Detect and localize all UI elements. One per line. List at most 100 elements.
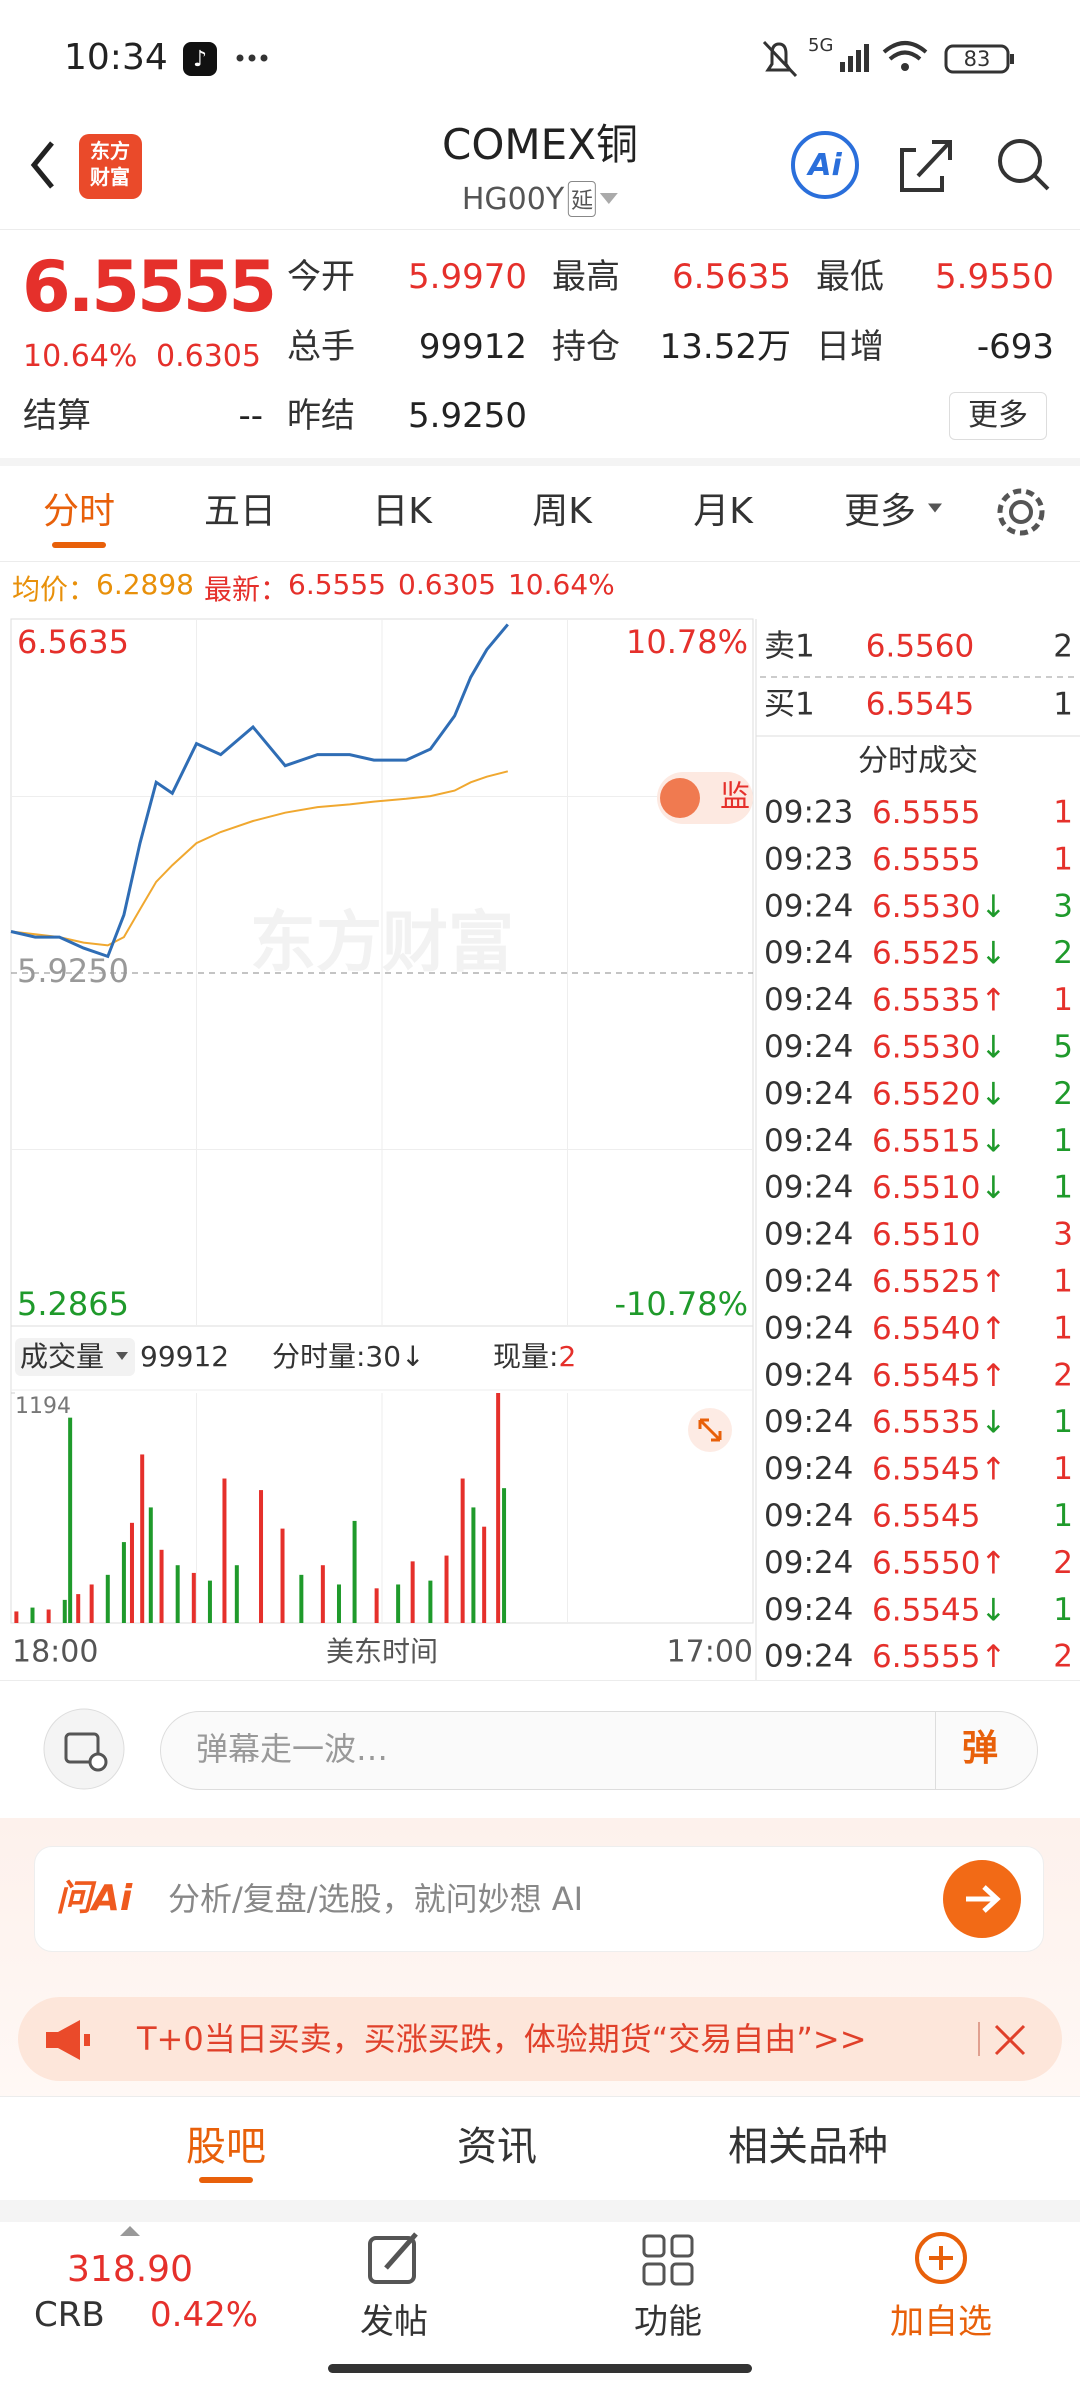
trade-time: 09:24 — [764, 1639, 853, 1675]
avg: 6.2898 — [96, 568, 194, 601]
volume-total: 99912 — [140, 1340, 229, 1373]
trade-price-value: 6.5555 — [872, 795, 980, 831]
trade-time: 09:24 — [764, 1076, 853, 1112]
book-price: 6.5545 — [866, 687, 974, 723]
tab-underline — [52, 542, 106, 548]
volume-bar — [148, 1507, 153, 1623]
tab[interactable]: 周K — [532, 491, 592, 532]
index-name: CRB — [34, 2295, 105, 2335]
volume-bar — [46, 1609, 51, 1623]
settings-button[interactable] — [990, 482, 1052, 544]
y-tick-label: 5.2865 — [17, 1285, 129, 1323]
trade-price: 6.5540↑ — [872, 1310, 1006, 1346]
trade-price: 6.5555 — [872, 841, 980, 877]
nav-item[interactable]: 发帖 — [360, 2302, 428, 2342]
danmaku-button[interactable]: 弹 — [961, 1728, 999, 1769]
volume-bar — [280, 1528, 285, 1623]
trade-arrow: ↓ — [980, 1076, 1006, 1112]
tab[interactable]: 更多 — [843, 491, 917, 532]
trade-arrow: ↑ — [980, 1310, 1006, 1346]
book-side: 卖1 — [764, 629, 815, 665]
volume-bar — [444, 1555, 449, 1623]
trade-time: 09:24 — [764, 1404, 853, 1440]
field-value: 5.9550 — [935, 257, 1054, 297]
volume-bar — [62, 1599, 67, 1623]
tab[interactable]: 分时 — [42, 491, 116, 532]
book-volume: 2 — [1053, 629, 1073, 665]
trade-arrow: ↓ — [980, 1592, 1006, 1628]
y-tick-label: 6.5635 — [17, 623, 129, 661]
trade-price: 6.5515↓ — [872, 1123, 1006, 1159]
ai-send[interactable] — [942, 1859, 1022, 1939]
trade-price-value: 6.5545 — [872, 1592, 980, 1628]
trade-arrow: ↑ — [980, 1357, 1006, 1393]
change-pct: 10.64% — [23, 339, 138, 374]
trade-price: 6.5545↓ — [872, 1592, 1006, 1628]
volume-bar — [428, 1580, 433, 1623]
more-button[interactable]: 更多 — [949, 392, 1047, 440]
trade-volume: 1 — [1053, 841, 1073, 877]
section-tab[interactable]: 股吧 — [186, 2124, 266, 2170]
nav-item[interactable]: 功能 — [634, 2302, 702, 2342]
back-button[interactable] — [30, 141, 54, 189]
trade-price: 6.5510↓ — [872, 1170, 1006, 1206]
trade-time: 09:24 — [764, 1264, 853, 1300]
banner[interactable] — [18, 1997, 1062, 2081]
comment-input[interactable] — [160, 1711, 1038, 1790]
ai-brand: 问Ai — [56, 1878, 133, 1919]
volume-bar — [374, 1588, 379, 1623]
tab[interactable]: 日K — [372, 491, 432, 532]
trade-time: 09:24 — [764, 1123, 853, 1159]
summary: 均价： 6.2898 最新： 6.5555 0.6305 10.64% — [12, 568, 615, 608]
ai-button[interactable] — [791, 131, 859, 199]
trade-volume: 1 — [1053, 1451, 1073, 1487]
section-tab[interactable]: 资讯 — [457, 2124, 537, 2170]
danmaku-settings[interactable] — [40, 1706, 130, 1796]
volume-selector[interactable] — [15, 1338, 135, 1376]
volume-bar — [76, 1594, 81, 1623]
field-label: 最低 — [816, 257, 884, 297]
dropdown[interactable] — [600, 193, 619, 205]
trade-price-value: 6.5515 — [872, 1123, 980, 1159]
comment-placeholder: 弹幕走一波… — [196, 1730, 389, 1768]
trade-arrow: ↓ — [980, 1123, 1006, 1159]
field-value: 5.9970 — [408, 257, 527, 297]
trades-title: 分时成交 — [858, 744, 978, 779]
trade-price-value: 6.5535 — [872, 1404, 980, 1440]
trade-price-value: 6.5550 — [872, 1545, 980, 1581]
trade-volume: 1 — [1053, 982, 1073, 1018]
ai-label: Ai — [808, 148, 842, 183]
tab[interactable]: 月K — [693, 491, 753, 532]
trade-price-value: 6.5525 — [872, 935, 980, 971]
trade-price: 6.5535↑ — [872, 982, 1006, 1018]
nav-item[interactable]: 加自选 — [890, 2302, 992, 2342]
volume-bar — [105, 1574, 110, 1623]
section-tab[interactable]: 相关品种 — [728, 2124, 888, 2170]
tab[interactable]: 五日 — [203, 491, 277, 532]
trade-volume: 1 — [1053, 1123, 1073, 1159]
volume-period: 分时量:30↓ — [272, 1340, 425, 1373]
trade-arrow: ↓ — [980, 1404, 1006, 1440]
trade-volume: 5 — [1053, 1029, 1073, 1065]
trade-time: 09:24 — [764, 1217, 853, 1253]
volume-bar — [460, 1478, 465, 1623]
trade-price: 6.5530↓ — [872, 1029, 1006, 1065]
title: COMEX铜 — [442, 120, 638, 169]
trade-price: 6.5510 — [872, 1217, 980, 1253]
trade-volume: 2 — [1053, 1357, 1073, 1393]
ai-box[interactable] — [34, 1846, 1044, 1952]
trade-price-value: 6.5545 — [872, 1498, 980, 1534]
volume-bar — [30, 1607, 35, 1623]
trade-time: 09:24 — [764, 935, 853, 971]
y2-tick-label: 10.78% — [626, 623, 748, 661]
volume-bar — [222, 1478, 227, 1623]
trade-price-value: 6.5520 — [872, 1076, 980, 1112]
search-button[interactable] — [998, 139, 1050, 191]
trade-price-value: 6.5555 — [872, 1639, 980, 1675]
header-icons — [30, 131, 1050, 199]
volume-bar — [68, 1417, 73, 1623]
banner-close[interactable] — [994, 2024, 1026, 2056]
trade-arrow: ↑ — [980, 982, 1006, 1018]
share-button[interactable] — [900, 140, 952, 192]
trade-volume: 1 — [1053, 1264, 1073, 1300]
